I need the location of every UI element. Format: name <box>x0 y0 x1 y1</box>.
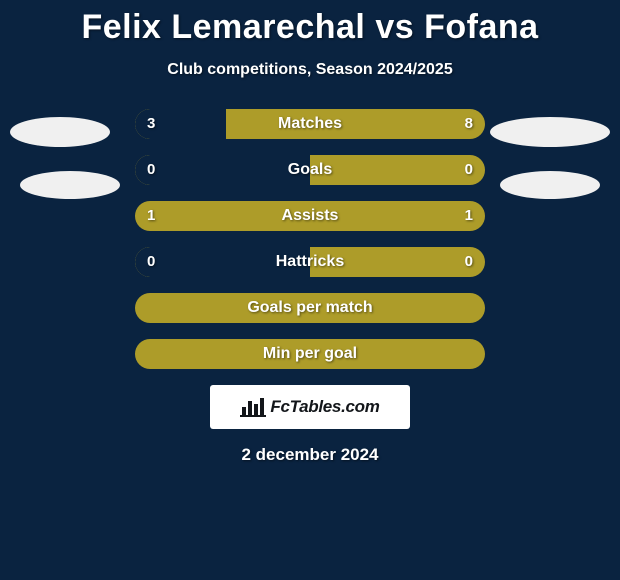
stat-bar: 0Hattricks0 <box>135 247 485 277</box>
player-marker-left <box>10 117 110 147</box>
bar-value-right: 0 <box>465 247 473 277</box>
logo-text: FcTables.com <box>270 397 379 417</box>
stat-bar: Min per goal <box>135 339 485 369</box>
player-marker-right <box>500 171 600 199</box>
bar-value-right: 8 <box>465 109 473 139</box>
logo-badge: FcTables.com <box>210 385 410 429</box>
player-marker-left <box>20 171 120 199</box>
bar-label: Goals per match <box>135 293 485 323</box>
stat-bar: 3Matches8 <box>135 109 485 139</box>
stat-bar: Goals per match <box>135 293 485 323</box>
bar-label: Hattricks <box>135 247 485 277</box>
bar-label: Min per goal <box>135 339 485 369</box>
stat-bar: 0Goals0 <box>135 155 485 185</box>
player-marker-right <box>490 117 610 147</box>
bar-value-right: 0 <box>465 155 473 185</box>
stat-bar: 1Assists1 <box>135 201 485 231</box>
date: 2 december 2024 <box>0 445 620 465</box>
bar-label: Matches <box>135 109 485 139</box>
subtitle: Club competitions, Season 2024/2025 <box>0 61 620 79</box>
chart-bars-icon <box>240 397 266 417</box>
bar-value-right: 1 <box>465 201 473 231</box>
bar-label: Goals <box>135 155 485 185</box>
bar-label: Assists <box>135 201 485 231</box>
comparison-chart: 3Matches80Goals01Assists10Hattricks0Goal… <box>0 109 620 369</box>
page-title: Felix Lemarechal vs Fofana <box>0 0 620 47</box>
